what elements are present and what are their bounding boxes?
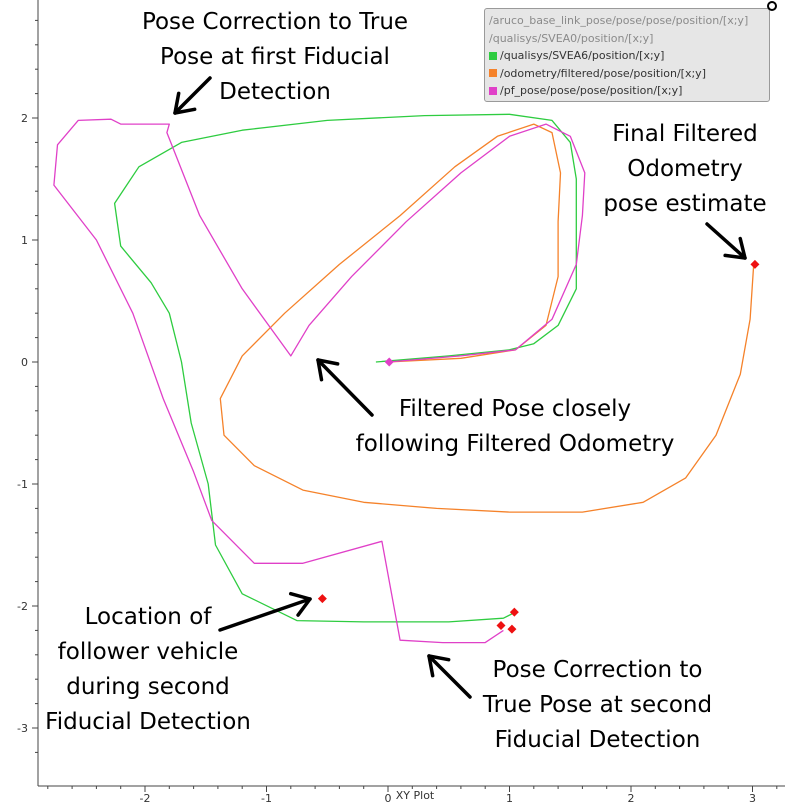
legend-swatch-green	[489, 51, 497, 60]
arrow-shaft	[173, 76, 212, 115]
annotation-final-odometry: Final Filtered Odometry pose estimate	[603, 121, 767, 217]
series-line-0	[113, 113, 577, 623]
legend-label: /aruco_base_link_pose/pose/pose/position…	[489, 14, 749, 28]
x-tick-label: 1	[506, 792, 513, 805]
arrow-shaft	[218, 597, 312, 632]
legend-label: /qualisys/SVEA6/position/[x;y]	[500, 49, 665, 63]
arrow-head	[288, 591, 312, 617]
legend-entry-aruco[interactable]: /aruco_base_link_pose/pose/pose/position…	[489, 12, 763, 30]
legend-entry-pf-pose[interactable]: /pf_pose/pose/pose/position/[x;y]	[489, 82, 763, 100]
legend[interactable]: /aruco_base_link_pose/pose/pose/position…	[484, 8, 770, 102]
arrow-shaft	[705, 222, 747, 260]
x-tick-label: -1	[261, 792, 272, 805]
x-axis-title: XY Plot	[396, 789, 435, 802]
y-tick-label: -2	[17, 600, 28, 613]
marker-point	[509, 607, 519, 617]
y-tick-label: -3	[17, 722, 28, 735]
annotation-filtered-pose-following: Filtered Pose closely following Filtered…	[355, 396, 675, 457]
annotation-arrows	[173, 76, 747, 699]
series-lines	[53, 113, 755, 644]
arrow-head	[316, 358, 340, 382]
legend-swatch-magenta	[489, 86, 497, 95]
marker-point	[507, 624, 517, 634]
legend-entry-svea6[interactable]: /qualisys/SVEA6/position/[x;y]	[489, 47, 763, 65]
legend-label: /pf_pose/pose/pose/position/[x;y]	[500, 84, 683, 98]
annotation-second-fiducial: Pose Correction to True Pose at second F…	[482, 657, 713, 753]
arrow-head	[723, 236, 747, 260]
annotation-follower-location: Location of follower vehicle during seco…	[45, 604, 251, 735]
legend-label: /qualisys/SVEA0/position/[x;y]	[489, 31, 654, 45]
marker-point	[496, 621, 506, 631]
x-tick-label: 0	[385, 792, 392, 805]
arrow-head	[173, 91, 197, 115]
legend-entry-odometry[interactable]: /odometry/filtered/pose/position/[x;y]	[489, 65, 763, 83]
marker-point	[750, 259, 760, 269]
marker-point	[384, 357, 394, 367]
axes: -2 -1 0 1 2 3 2 1 0 -1 -2 -3	[17, 0, 785, 805]
arrow-shaft	[427, 654, 472, 699]
legend-swatch-orange	[489, 69, 497, 78]
annotation-first-fiducial: Pose Correction to True Pose at first Fi…	[141, 9, 409, 105]
red-markers	[317, 259, 760, 634]
y-tick-label: 1	[21, 234, 28, 247]
y-tick-label: 0	[21, 356, 28, 369]
resize-handle-icon[interactable]	[767, 1, 777, 11]
series-line-1	[219, 123, 755, 513]
arrow-head	[427, 654, 451, 678]
y-tick-label: 2	[21, 112, 28, 125]
y-tick-label: -1	[17, 478, 28, 491]
series-line-2	[53, 118, 586, 644]
legend-entry-svea0[interactable]: /qualisys/SVEA0/position/[x;y]	[489, 30, 763, 48]
marker-point	[317, 594, 327, 604]
legend-label: /odometry/filtered/pose/position/[x;y]	[500, 66, 706, 80]
x-tick-label: 3	[749, 792, 756, 805]
arrow-shaft	[316, 358, 374, 417]
x-tick-label: -2	[140, 792, 151, 805]
x-tick-label: 2	[628, 792, 635, 805]
